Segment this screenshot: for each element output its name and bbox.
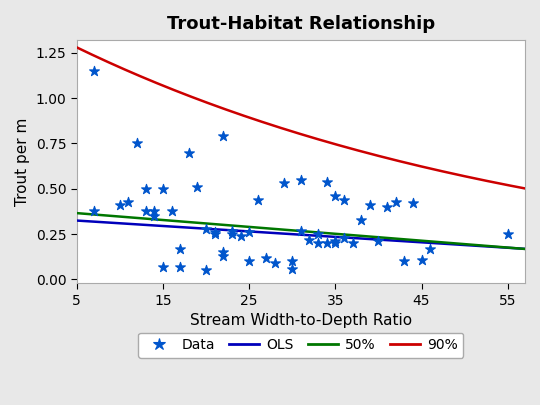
X-axis label: Stream Width-to-Depth Ratio: Stream Width-to-Depth Ratio bbox=[190, 313, 412, 328]
Point bbox=[124, 198, 133, 205]
Point bbox=[340, 234, 348, 241]
Point bbox=[150, 207, 159, 214]
Point bbox=[133, 140, 141, 147]
Point bbox=[159, 264, 167, 270]
Point bbox=[314, 231, 322, 237]
Point bbox=[417, 256, 426, 263]
Point bbox=[262, 254, 271, 261]
Point bbox=[288, 265, 296, 272]
Point bbox=[245, 258, 253, 264]
Point bbox=[409, 200, 417, 207]
Point bbox=[305, 237, 314, 243]
Point bbox=[176, 264, 185, 270]
Point bbox=[331, 240, 340, 247]
Point bbox=[185, 149, 193, 156]
Point bbox=[227, 227, 236, 234]
Point bbox=[202, 226, 211, 232]
Legend: Data, OLS, 50%, 90%: Data, OLS, 50%, 90% bbox=[138, 333, 463, 358]
Point bbox=[227, 231, 236, 237]
Point bbox=[503, 231, 512, 237]
Point bbox=[383, 204, 391, 210]
Point bbox=[116, 202, 124, 209]
Y-axis label: Trout per m: Trout per m bbox=[15, 117, 30, 206]
Point bbox=[219, 253, 227, 259]
Point bbox=[348, 240, 357, 247]
Point bbox=[90, 68, 98, 74]
Point bbox=[159, 185, 167, 192]
Point bbox=[219, 133, 227, 139]
Point bbox=[236, 233, 245, 239]
Point bbox=[253, 196, 262, 203]
Point bbox=[193, 184, 202, 190]
Title: Trout-Habitat Relationship: Trout-Habitat Relationship bbox=[167, 15, 435, 33]
Point bbox=[279, 180, 288, 187]
Point bbox=[211, 229, 219, 236]
Point bbox=[314, 240, 322, 247]
Point bbox=[288, 258, 296, 264]
Point bbox=[357, 216, 366, 223]
Point bbox=[322, 178, 331, 185]
Point bbox=[150, 213, 159, 219]
Point bbox=[392, 198, 400, 205]
Point bbox=[141, 185, 150, 192]
Point bbox=[176, 245, 185, 252]
Point bbox=[211, 231, 219, 237]
Point bbox=[245, 229, 253, 236]
Point bbox=[202, 267, 211, 274]
Point bbox=[366, 202, 374, 209]
Point bbox=[296, 177, 305, 183]
Point bbox=[426, 245, 435, 252]
Point bbox=[296, 227, 305, 234]
Point bbox=[219, 249, 227, 256]
Point bbox=[374, 238, 383, 245]
Point bbox=[90, 207, 98, 214]
Point bbox=[331, 238, 340, 245]
Point bbox=[141, 207, 150, 214]
Point bbox=[331, 193, 340, 199]
Point bbox=[322, 240, 331, 247]
Point bbox=[340, 196, 348, 203]
Point bbox=[400, 258, 409, 264]
Point bbox=[167, 207, 176, 214]
Point bbox=[271, 260, 279, 266]
